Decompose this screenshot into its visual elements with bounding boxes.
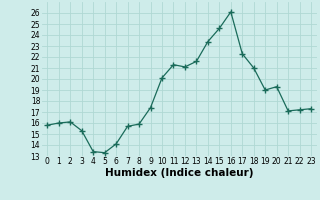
X-axis label: Humidex (Indice chaleur): Humidex (Indice chaleur): [105, 168, 253, 178]
